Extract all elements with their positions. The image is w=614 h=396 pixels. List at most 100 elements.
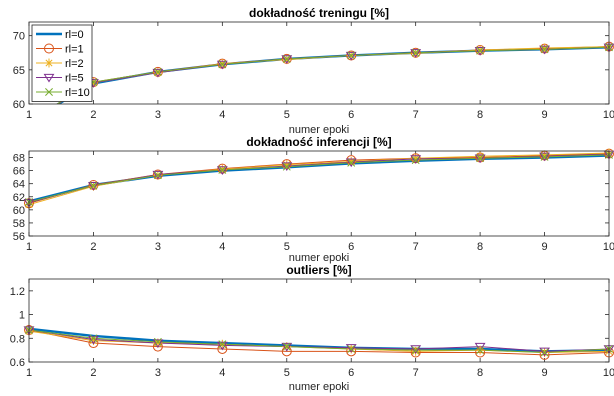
legend-entry: rl=0 [65, 29, 84, 41]
x-tick-label: 9 [541, 367, 547, 379]
x-tick-label: 10 [603, 109, 614, 121]
y-tick-label: 60 [13, 99, 25, 111]
x-axis-label: numer epoki [289, 381, 350, 393]
x-tick-label: 1 [26, 109, 32, 121]
data-point [282, 160, 292, 170]
y-tick-label: 56 [13, 231, 25, 243]
legend-entry: rl=5 [65, 73, 84, 85]
data-point [476, 346, 485, 355]
data-point [281, 162, 293, 172]
series-group [55, 46, 609, 104]
x-tick-label: 4 [219, 367, 225, 379]
data-point [216, 60, 228, 70]
data-point [282, 162, 291, 171]
y-tick-label: 62 [13, 192, 25, 204]
data-point [411, 156, 420, 165]
x-tick-label: 8 [477, 109, 483, 121]
data-point [539, 45, 550, 55]
data-point [346, 156, 356, 166]
x-tick-label: 6 [348, 241, 354, 253]
x-tick-label: 3 [155, 241, 161, 253]
x-tick-label: 1 [26, 241, 32, 253]
chart-title: dokładność treningu [%] [249, 6, 389, 20]
axes-frame [28, 278, 610, 363]
series-line-rl-10 [29, 329, 609, 354]
x-tick-label: 7 [413, 367, 419, 379]
data-point [89, 181, 98, 190]
x-tick-label: 2 [90, 241, 96, 253]
y-tick-label: 66 [13, 166, 25, 178]
legend: rl=0 rl=1 rl=2 rl=5 rl=10 [31, 24, 93, 102]
data-point [218, 340, 227, 349]
data-point [281, 55, 293, 64]
data-point [153, 337, 162, 346]
legend-marker [45, 88, 53, 96]
x-tick-label: 9 [541, 109, 547, 121]
y-tick-label: 1.2 [10, 286, 25, 298]
data-point [410, 345, 422, 354]
y-tick-label: 65 [13, 65, 25, 77]
y-tick-label: 60 [13, 205, 25, 217]
series-group [29, 152, 609, 206]
x-tick-label: 5 [284, 109, 290, 121]
data-point [539, 347, 550, 357]
data-point [281, 342, 293, 352]
axes-frame [28, 150, 610, 237]
x-axis-label: numer epoki [289, 252, 350, 264]
series-line-rl-0 [29, 327, 609, 353]
x-tick-label: 5 [284, 241, 290, 253]
x-tick-label: 2 [90, 109, 96, 121]
y-tick-label: 68 [13, 153, 25, 165]
data-point [411, 153, 421, 163]
data-point [540, 152, 549, 161]
data-point [153, 338, 163, 348]
data-point [218, 60, 227, 69]
data-point [540, 150, 550, 160]
y-tick-label: 58 [13, 218, 25, 230]
legend-entry: rl=1 [65, 44, 84, 56]
x-tick-label: 5 [284, 367, 290, 379]
data-point [152, 68, 164, 78]
x-tick-label: 2 [90, 367, 96, 379]
legend-entry: rl=10 [65, 87, 90, 99]
data-point [345, 158, 357, 168]
plot-area [29, 22, 609, 104]
series-line-rl-5 [29, 329, 609, 352]
data-point [410, 155, 422, 164]
data-point [153, 67, 162, 76]
series-group [29, 327, 609, 356]
series-line-rl-1 [29, 329, 609, 356]
x-tick-label: 4 [219, 241, 225, 253]
x-tick-label: 4 [219, 109, 225, 121]
chart-title: outliers [%] [286, 263, 351, 277]
series-line-rl-10 [29, 154, 609, 203]
data-point [347, 345, 356, 353]
data-point [347, 51, 356, 60]
data-point [89, 334, 98, 343]
data-point [476, 154, 485, 163]
legend-marker [43, 73, 55, 83]
data-point [540, 43, 550, 53]
x-tick-label: 7 [413, 241, 419, 253]
data-point [411, 48, 420, 57]
x-tick-label: 6 [348, 367, 354, 379]
data-point [474, 154, 486, 164]
data-point [540, 45, 549, 54]
data-point [347, 158, 356, 167]
x-tick-label: 10 [603, 367, 614, 379]
data-point [345, 51, 357, 61]
x-tick-label: 7 [413, 109, 419, 121]
x-axis-label: numer epoki [289, 124, 350, 136]
legend-marker [44, 58, 54, 68]
data-point [476, 46, 485, 55]
subplot-1: dokładność treningu [%] 1 2 3 4 5 6 7 8 9 10 60 65 70… [13, 6, 614, 136]
data-point [88, 336, 98, 346]
data-point [474, 47, 486, 56]
axes-frame [28, 21, 610, 105]
x-tick-label: 6 [348, 109, 354, 121]
y-tick-label: 0.6 [10, 357, 25, 369]
y-tick-label: 70 [13, 31, 25, 43]
subplot-3: outliers [%] 1 2 3 4 5 6 7 8 9 10 0.6 0.8 1 1.2 numer e… [10, 263, 614, 393]
data-point [474, 342, 486, 352]
